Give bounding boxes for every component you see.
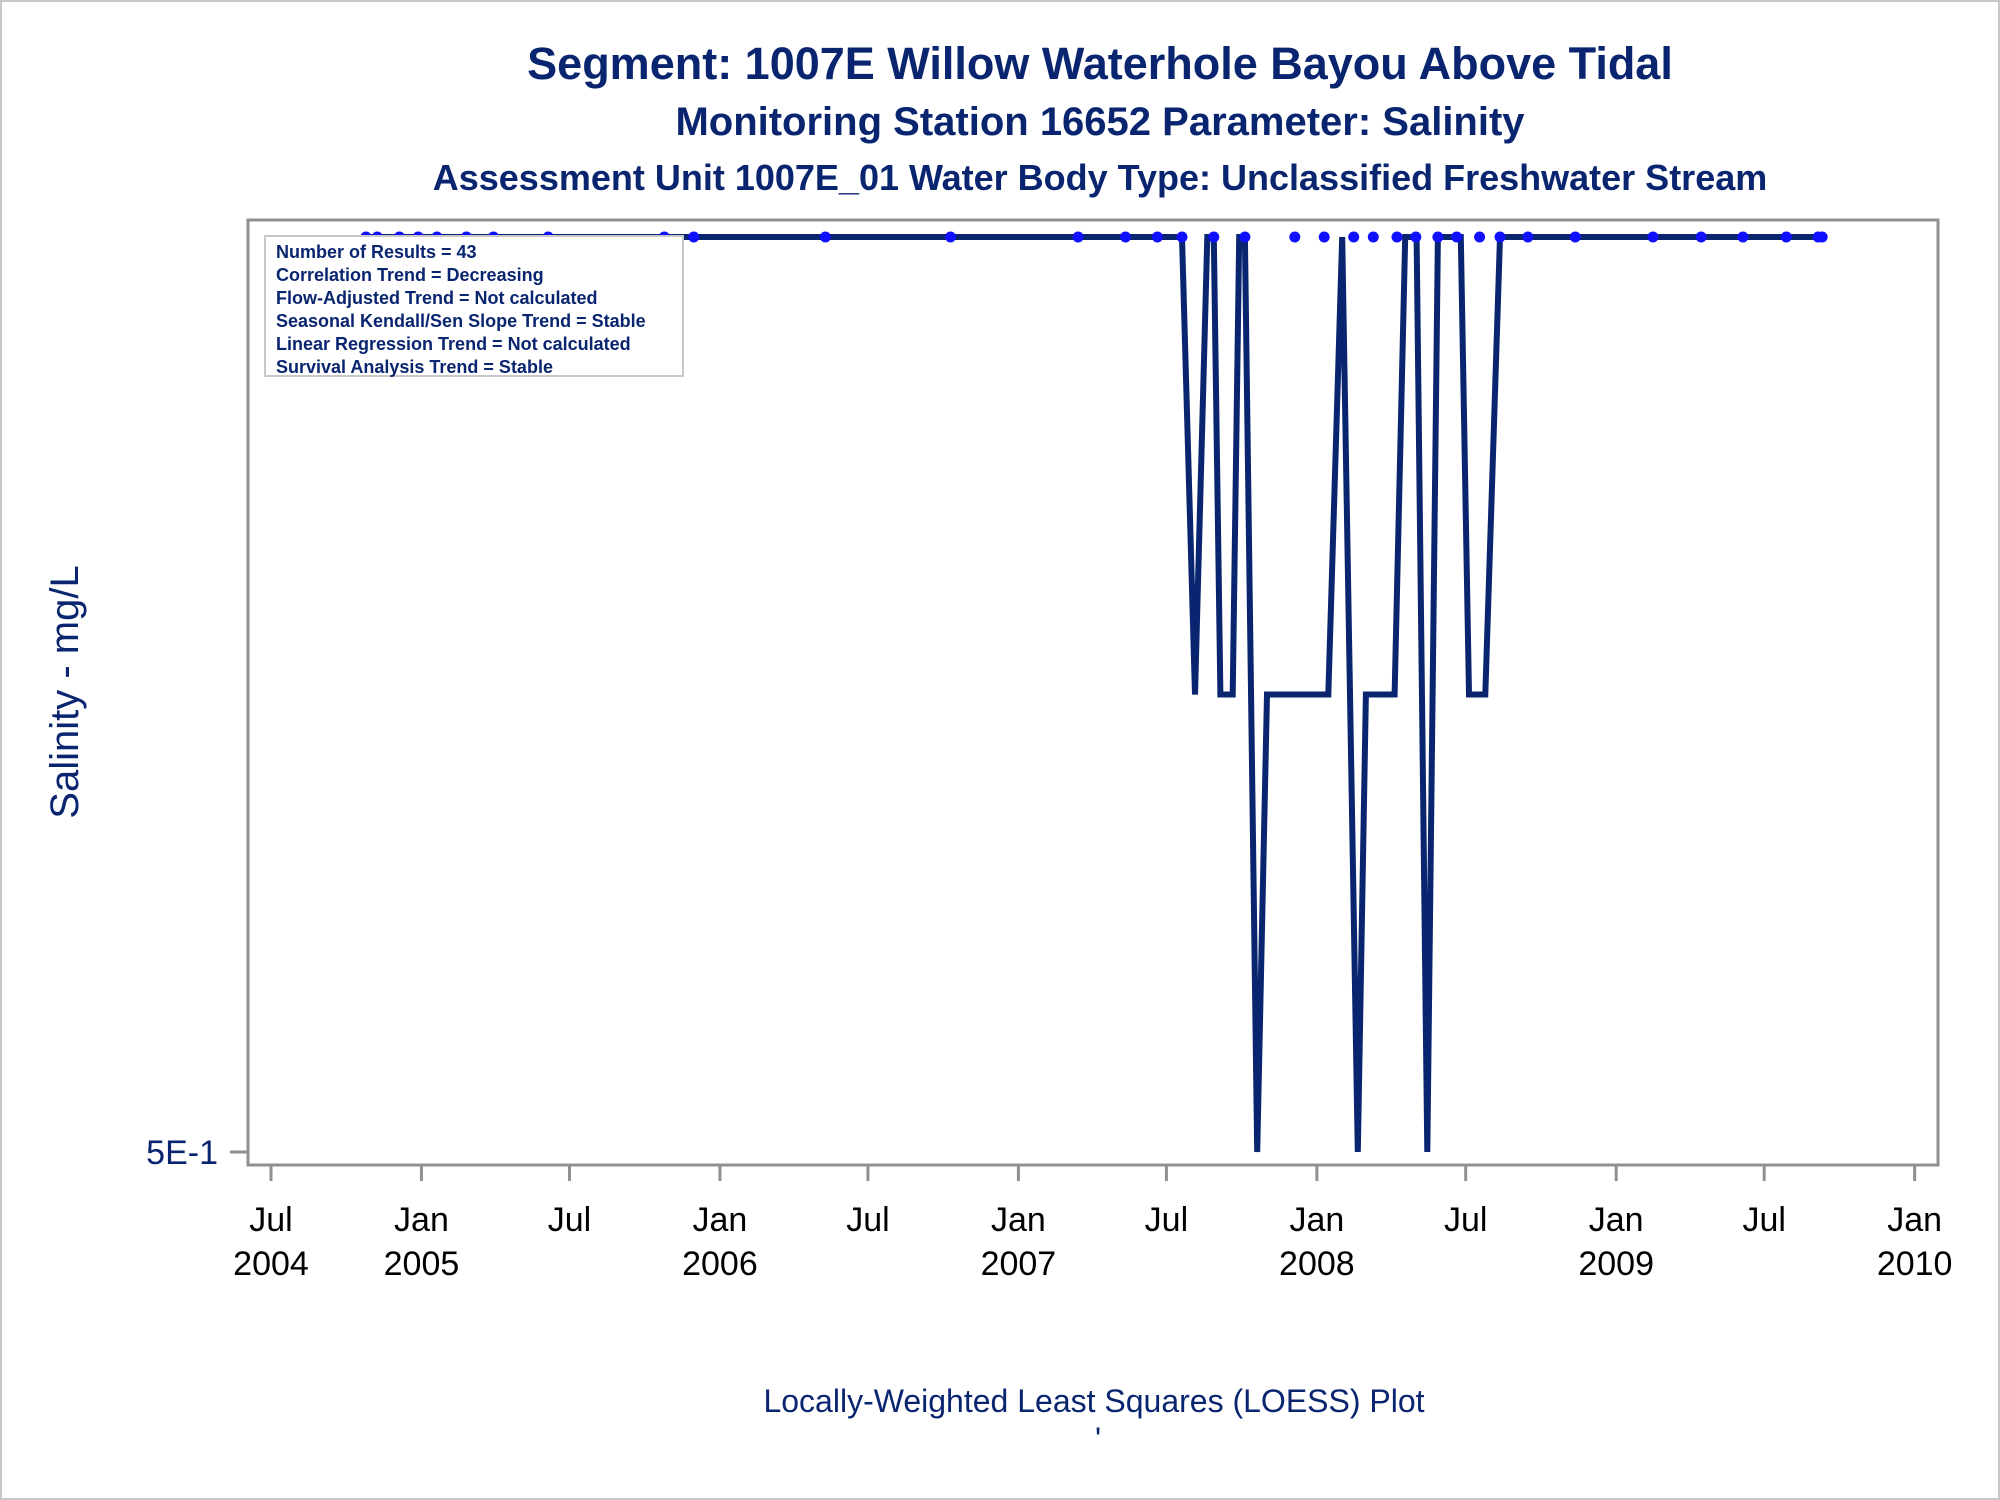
x-tick-year-label: 2008: [1279, 1245, 1355, 1283]
x-tick-year-label: 2006: [682, 1245, 758, 1283]
data-point: [1474, 231, 1486, 243]
data-point: [1432, 231, 1444, 243]
x-tick-label: Jan: [693, 1201, 748, 1239]
x-tick-year-label: 2007: [981, 1245, 1057, 1283]
plot-area: [246, 218, 1940, 1167]
x-tick-label: Jan: [1589, 1201, 1644, 1239]
x-tick-year-label: 2004: [233, 1245, 309, 1283]
chart-subtitle: Monitoring Station 16652 Parameter: Sali…: [675, 100, 1525, 144]
data-point: [1410, 231, 1422, 243]
chart-title: Segment: 1007E Willow Waterhole Bayou Ab…: [527, 38, 1673, 89]
data-point: [1522, 231, 1534, 243]
x-tick-label: Jul: [548, 1201, 591, 1239]
data-point: [1494, 231, 1506, 243]
y-axis: 5E-1: [146, 1134, 248, 1172]
x-tick-label: Jan: [1289, 1201, 1344, 1239]
data-point: [1072, 231, 1084, 243]
stat-line: Correlation Trend = Decreasing: [276, 265, 544, 285]
x-tick-label: Jan: [394, 1201, 449, 1239]
data-point: [819, 231, 831, 243]
data-point: [1780, 231, 1792, 243]
stat-line: Linear Regression Trend = Not calculated: [276, 334, 631, 354]
y-axis-label: Salinity - mg/L: [43, 565, 87, 818]
x-tick-label: Jan: [1887, 1201, 1942, 1239]
data-point: [1647, 231, 1659, 243]
data-point: [1569, 231, 1581, 243]
data-point: [1289, 231, 1301, 243]
x-tick-label: Jul: [846, 1201, 889, 1239]
data-point: [688, 231, 700, 243]
data-point: [1151, 231, 1163, 243]
data-point: [1208, 231, 1220, 243]
x-tick-label: Jul: [249, 1201, 292, 1239]
data-point: [1348, 231, 1360, 243]
data-point: [1451, 231, 1463, 243]
y-tick-label: 5E-1: [146, 1134, 218, 1172]
x-tick-label: Jan: [991, 1201, 1046, 1239]
data-point: [1120, 231, 1131, 243]
trend-stats-box: Number of Results = 43 Correlation Trend…: [264, 235, 684, 377]
data-point: [1816, 231, 1828, 243]
data-point: [1367, 231, 1379, 243]
data-point: [1176, 231, 1188, 243]
x-tick-year-label: 2005: [384, 1245, 460, 1283]
data-point: [1737, 231, 1749, 243]
stat-line: Survival Analysis Trend = Stable: [276, 357, 553, 377]
data-point: [1391, 231, 1403, 243]
footer-mark: ': [1095, 1421, 1101, 1457]
data-point: [1239, 231, 1251, 243]
footer-caption: Locally-Weighted Least Squares (LOESS) P…: [763, 1383, 1424, 1419]
data-point: [1318, 231, 1330, 243]
stat-line: Flow-Adjusted Trend = Not calculated: [276, 288, 598, 308]
x-tick-label: Jul: [1145, 1201, 1188, 1239]
x-tick-year-label: 2010: [1877, 1245, 1953, 1283]
x-tick-year-label: 2009: [1578, 1245, 1654, 1283]
data-point: [945, 231, 956, 243]
data-point: [1695, 231, 1707, 243]
stat-line: Number of Results = 43: [276, 242, 477, 262]
x-tick-label: Jul: [1742, 1201, 1785, 1239]
x-axis: Jul 2004 Jan 2005 Jul Jan 2006 Jul Jan 2007 Jul Jan…: [233, 1165, 1952, 1283]
stat-line: Seasonal Kendall/Sen Slope Trend = Stabl…: [276, 311, 646, 331]
chart-subtitle-2: Assessment Unit 1007E_01 Water Body Type…: [432, 157, 1768, 198]
x-tick-label: Jul: [1444, 1201, 1487, 1239]
